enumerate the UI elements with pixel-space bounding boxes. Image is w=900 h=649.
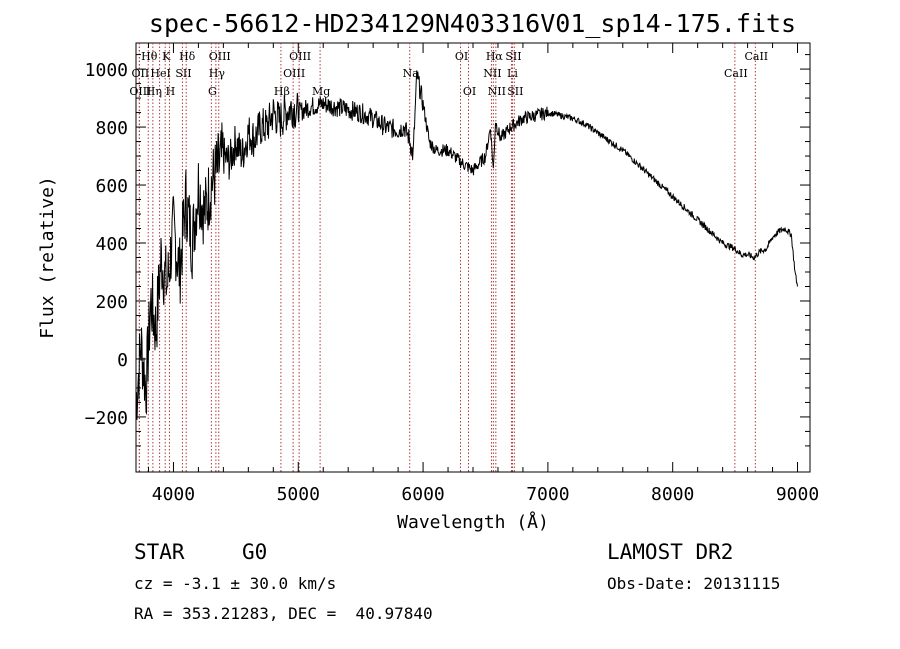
spectral-line-label: HeI xyxy=(150,67,170,80)
spectral-line-label: OIII xyxy=(209,50,231,63)
x-tick-label: 7000 xyxy=(526,484,569,505)
survey-name: LAMOST DR2 xyxy=(607,540,734,564)
spectral-line-label: SII xyxy=(507,85,523,98)
flux-series-line xyxy=(135,70,798,420)
sky-coordinates: RA = 353.21283, DEC = 40.97840 xyxy=(134,604,433,623)
y-axis-label: Flux (relative) xyxy=(37,176,58,339)
y-tick-label: −200 xyxy=(85,408,128,429)
x-tick-label: 5000 xyxy=(277,484,320,505)
y-tick-label: 200 xyxy=(95,292,128,313)
y-tick-label: 800 xyxy=(95,118,128,139)
spectral-line-label: OIII xyxy=(283,67,305,80)
y-tick-label: 600 xyxy=(95,176,128,197)
spectral-line-label: Mg xyxy=(312,85,330,98)
chart-title: spec-56612-HD234129N403316V01_sp14-175.f… xyxy=(148,9,797,38)
spectral-line-label: OII xyxy=(132,67,150,80)
x-tick-label: 6000 xyxy=(401,484,444,505)
spectral-line-label: SII xyxy=(175,67,191,80)
spectral-line-label: Hα xyxy=(486,50,504,63)
plot-frame xyxy=(135,42,811,473)
spectral-line-label: Na xyxy=(403,67,420,80)
spectral-line-label: SII xyxy=(505,50,521,63)
spectral-line-label: CaII xyxy=(724,67,748,80)
spectral-line-label: Hβ xyxy=(274,85,290,98)
spectral-line-label: Hγ xyxy=(209,67,226,80)
spectral-line-label: G xyxy=(208,85,217,98)
spectral-line-label: OI xyxy=(463,85,476,98)
spectral-line-label: CaII xyxy=(744,50,768,63)
redshift-readout: cz = -3.1 ± 30.0 km/s xyxy=(134,574,337,593)
spectral-line-label: OIII xyxy=(129,85,151,98)
spectral-line-label: Li xyxy=(507,67,518,80)
x-tick-label: 8000 xyxy=(651,484,694,505)
spectral-line-label: OIII xyxy=(289,50,311,63)
object-class: STAR xyxy=(134,540,185,564)
y-tick-label: 1000 xyxy=(85,60,128,81)
y-tick-label: 0 xyxy=(117,350,128,371)
spectral-subclass: G0 xyxy=(242,540,268,564)
spectral-line-label: Hθ xyxy=(141,50,158,63)
spectral-line-label: OI xyxy=(455,50,468,63)
spectral-line-label: NII xyxy=(483,67,501,80)
x-tick-label: 4000 xyxy=(152,484,195,505)
observation-date: Obs-Date: 20131115 xyxy=(607,574,781,593)
spectral-line-label: NII xyxy=(488,85,506,98)
spectral-line-label: Hη xyxy=(146,85,162,98)
y-tick-label: 400 xyxy=(95,234,128,255)
spectral-line-label: K xyxy=(162,50,171,63)
spectral-line-label: Hδ xyxy=(179,50,196,63)
spectral-line-label: H xyxy=(166,85,176,98)
x-tick-label: 9000 xyxy=(776,484,819,505)
x-axis-label: Wavelength (Å) xyxy=(397,511,549,533)
